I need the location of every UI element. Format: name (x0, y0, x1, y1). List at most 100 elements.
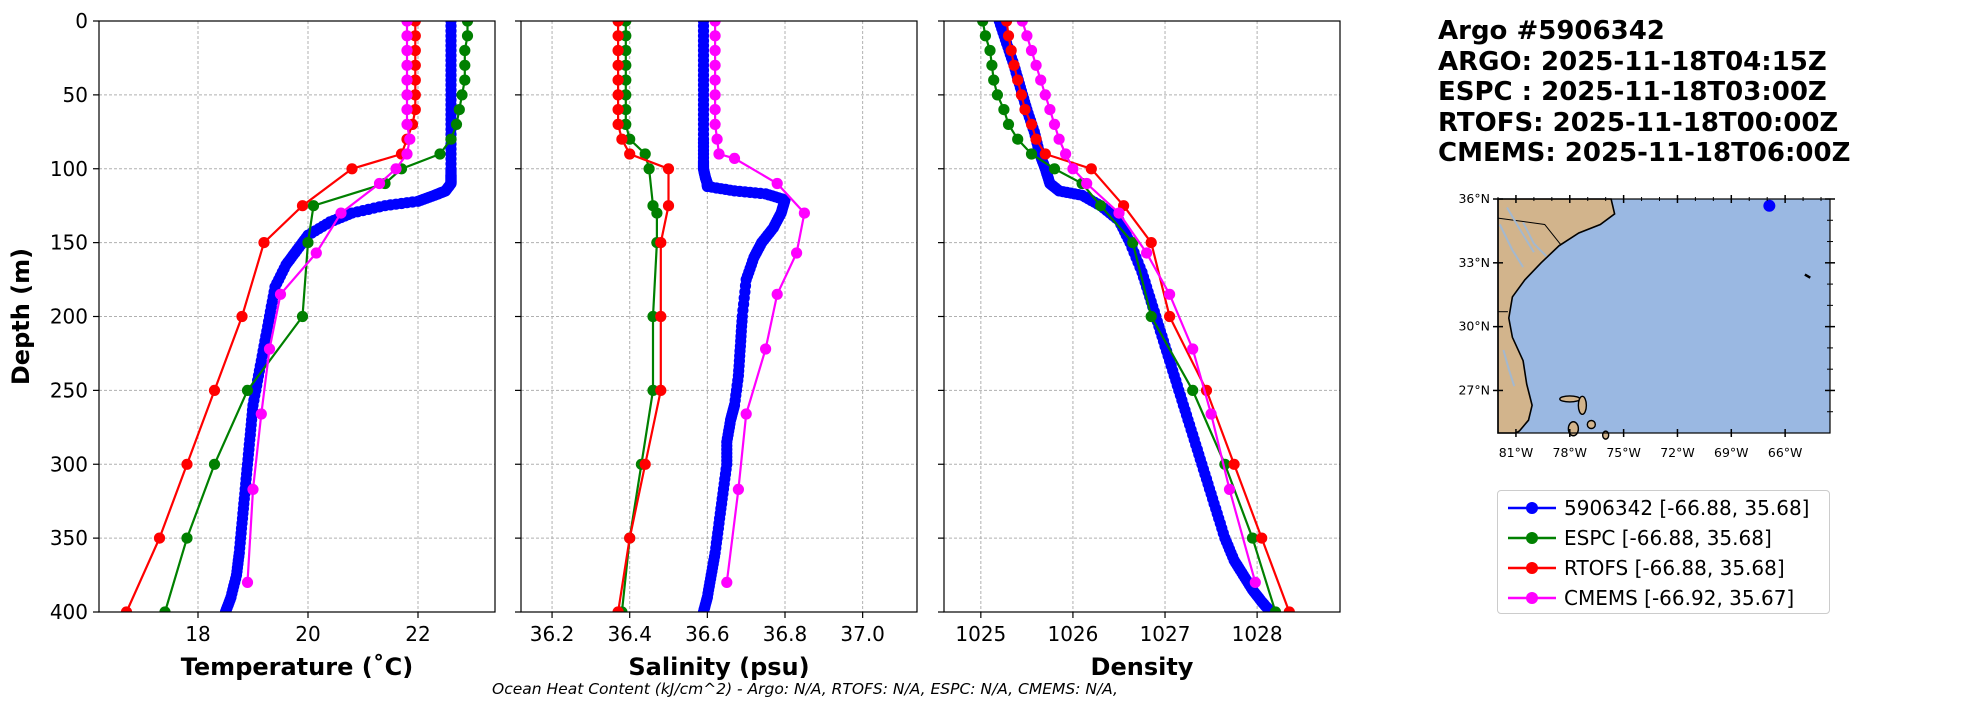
data-point-espc (1002, 118, 1015, 130)
data-point-rtofs (1012, 74, 1024, 86)
island (1601, 430, 1610, 440)
data-point-rtofs (1228, 458, 1240, 470)
data-point-rtofs (409, 59, 421, 71)
y-tick-label: 400 (50, 600, 88, 624)
data-point-rtofs (616, 133, 628, 145)
y-tick-label: 100 (50, 157, 88, 181)
data-point-rtofs (409, 104, 421, 116)
x-tick-label: 36.6 (685, 622, 730, 646)
data-point-rtofs (409, 30, 421, 42)
y-tick-label: 50 (63, 83, 88, 107)
data-point-espc (307, 200, 320, 212)
data-point-espc (620, 89, 632, 101)
data-point-rtofs (612, 104, 624, 116)
data-point-cmems (1113, 207, 1125, 219)
data-point-rtofs (1025, 118, 1038, 130)
data-point-rtofs (409, 89, 421, 101)
data-point-cmems (1053, 133, 1065, 145)
series-group (977, 21, 1295, 612)
data-point-espc (647, 310, 659, 323)
data-point-espc (620, 74, 632, 86)
data-point-rtofs (1008, 59, 1020, 71)
data-point-cmems (711, 133, 723, 145)
island (1586, 419, 1597, 430)
data-point-espc (986, 59, 998, 71)
data-point-rtofs (1001, 21, 1013, 27)
land-area (1497, 198, 1616, 434)
data-point-cmems (721, 576, 733, 589)
legend-marker-icon (1508, 502, 1556, 514)
data-point-cmems (241, 576, 254, 589)
data-point-rtofs (409, 44, 421, 57)
data-point-cmems (335, 207, 347, 219)
data-point-espc (181, 532, 193, 544)
data-point-espc (991, 89, 1004, 101)
x-tick-label: 37.0 (840, 622, 885, 646)
data-point-rtofs (1164, 310, 1176, 323)
data-point-espc (1269, 606, 1282, 612)
x-tick-label: 22 (405, 622, 430, 646)
data-point-cmems (401, 30, 413, 42)
data-point-rtofs (612, 74, 624, 86)
panel-temperature: 18 20 22 0 50 100 150 200 250 300 350 400 Temperatur… (7, 9, 496, 681)
map-lat-label: 27°N (1458, 382, 1490, 397)
data-point-rtofs (346, 163, 358, 175)
data-point-cmems (263, 343, 276, 355)
data-point-cmems (709, 74, 721, 86)
data-point-rtofs (612, 89, 624, 101)
data-point-cmems (1187, 343, 1199, 355)
data-point-rtofs (409, 21, 421, 27)
data-point-espc (445, 133, 457, 145)
data-point-espc (620, 59, 632, 71)
data-point-rtofs (409, 74, 421, 86)
y-tick-label: 150 (50, 231, 88, 255)
data-point-cmems (401, 21, 413, 27)
series-line-cmems (1021, 21, 1257, 583)
data-point-espc (459, 74, 471, 86)
data-point-cmems (404, 133, 416, 145)
x-tick-label: 1025 (955, 622, 1006, 646)
x-axis-label: Temperature (˚C) (181, 653, 414, 681)
rtofs-time: RTOFS: 2025-11-18T00:00Z (1438, 107, 1839, 138)
data-point-rtofs (208, 384, 221, 396)
data-point-cmems (798, 207, 811, 219)
x-tick-label: 36.8 (763, 622, 808, 646)
island (1559, 395, 1581, 403)
data-point-cmems (1044, 104, 1056, 116)
data-point-rtofs (258, 237, 270, 249)
data-point-espc (453, 104, 465, 116)
y-tick-label: 200 (50, 305, 88, 329)
data-point-rtofs (1015, 89, 1027, 101)
data-point-rtofs (1039, 148, 1051, 160)
data-point-cmems (709, 30, 721, 42)
map-lat-label: 30°N (1458, 319, 1490, 334)
data-point-espc (302, 237, 314, 249)
data-point-espc (459, 44, 471, 57)
legend-label-rtofs: RTOFS [-66.88, 35.68] (1564, 556, 1785, 580)
map-lon-label: 69°W (1714, 445, 1749, 460)
legend-marker-icon (1508, 562, 1556, 574)
data-point-cmems (1060, 148, 1072, 160)
data-point-cmems (1081, 177, 1093, 190)
river (1506, 206, 1535, 253)
data-point-rtofs (1145, 237, 1157, 249)
data-point-cmems (760, 343, 772, 355)
river (1522, 221, 1548, 258)
data-point-cmems (401, 104, 413, 116)
data-point-espc (461, 21, 474, 27)
legend-label-cmems: CMEMS [-66.92, 35.67] (1564, 586, 1795, 610)
data-point-espc (620, 104, 632, 116)
data-point-rtofs (655, 237, 667, 249)
legend-marker-icon (1508, 532, 1556, 544)
data-point-espc (1048, 163, 1061, 175)
data-point-espc (620, 44, 632, 57)
island (1577, 395, 1588, 416)
data-point-espc (651, 207, 663, 219)
data-point-cmems (732, 483, 745, 495)
float-position-marker (1763, 199, 1776, 212)
data-point-rtofs (639, 458, 651, 470)
data-point-cmems (1039, 89, 1051, 101)
data-point-espc (1025, 148, 1038, 160)
data-point-espc (639, 148, 651, 160)
data-point-cmems (709, 89, 721, 101)
